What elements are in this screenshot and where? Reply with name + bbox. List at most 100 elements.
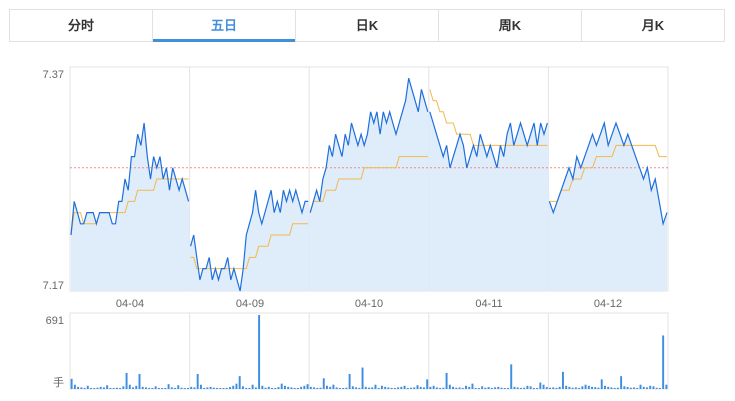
volume-bar xyxy=(144,387,147,389)
volume-bar xyxy=(109,387,112,389)
price-line xyxy=(70,122,190,236)
price-line xyxy=(190,187,309,292)
volume-bar xyxy=(523,387,526,389)
period-tabs: 分时 五日 日K 周K 月K xyxy=(9,9,725,42)
volume-bar xyxy=(212,387,215,389)
volume-bar xyxy=(332,384,335,389)
volume-bar xyxy=(435,387,438,389)
volume-grid xyxy=(189,313,549,389)
volume-bar xyxy=(471,383,474,389)
volume-bar xyxy=(83,387,86,389)
price-lines xyxy=(70,78,668,292)
volume-bar xyxy=(607,386,610,389)
volume-bar xyxy=(280,383,283,389)
volume-bar xyxy=(597,387,600,389)
volume-bar xyxy=(623,386,626,389)
volume-bar xyxy=(86,385,89,389)
volume-bar xyxy=(510,364,513,389)
volume-bar xyxy=(539,382,542,389)
volume-bar xyxy=(610,387,613,389)
volume-bar xyxy=(639,384,642,389)
tab-daily-k[interactable]: 日K xyxy=(296,10,439,41)
volume-bar xyxy=(416,385,419,389)
volume-bar xyxy=(513,386,516,389)
volume-bar xyxy=(364,386,367,389)
volume-bar xyxy=(529,386,532,389)
volume-bar xyxy=(138,374,141,389)
volume-bar xyxy=(561,371,564,389)
volume-bar xyxy=(578,387,581,389)
day-label: 04-10 xyxy=(355,298,383,310)
volume-bar xyxy=(549,387,551,389)
volume-bar xyxy=(371,387,374,389)
volume-bar xyxy=(283,385,286,389)
volume-bar xyxy=(115,387,118,389)
volume-bar xyxy=(361,367,364,389)
volume-bar xyxy=(338,387,341,389)
price-area xyxy=(71,78,667,291)
volume-bar xyxy=(377,387,380,389)
volume-bar xyxy=(490,387,493,389)
tab-weekly-k[interactable]: 周K xyxy=(439,10,582,41)
volume-bar xyxy=(170,387,173,389)
volume-bar xyxy=(406,387,409,389)
volume-bar xyxy=(196,374,199,389)
volume-bar xyxy=(448,384,451,389)
volume-bar xyxy=(565,385,568,389)
volume-bar xyxy=(426,379,429,389)
volume-bar xyxy=(481,386,484,389)
volume-bar xyxy=(419,386,422,389)
volume-bar xyxy=(665,384,668,389)
volume-bar xyxy=(403,385,406,389)
day-label: 04-12 xyxy=(594,298,622,310)
volume-bar xyxy=(251,384,254,389)
volume-bar xyxy=(319,387,322,389)
day-label: 04-09 xyxy=(236,298,264,310)
volume-bar xyxy=(277,387,280,389)
volume-bar xyxy=(368,387,370,389)
volume-bar xyxy=(125,372,128,389)
volume-bar xyxy=(581,386,584,389)
day-label: 04-04 xyxy=(116,298,144,310)
volume-bar xyxy=(274,388,277,389)
volume-bar xyxy=(571,387,574,389)
volume-bar xyxy=(587,385,590,389)
volume-bar xyxy=(477,388,480,389)
volume-bar xyxy=(112,388,115,389)
volume-bar xyxy=(132,387,134,389)
volume-bar xyxy=(209,386,212,389)
volume-bar xyxy=(358,387,361,389)
volume-bar xyxy=(662,335,665,389)
volume-bar xyxy=(429,386,432,389)
volume-bar xyxy=(387,387,390,389)
tab-monthly-k[interactable]: 月K xyxy=(641,18,665,33)
volume-bar xyxy=(271,387,273,389)
volume-bar xyxy=(193,387,196,389)
y-min-label: 7.17 xyxy=(43,280,64,292)
volume-bar xyxy=(393,388,396,389)
volume-bar xyxy=(600,379,603,389)
volume-bar xyxy=(519,387,522,389)
tab-five-day[interactable]: 五日 xyxy=(153,10,296,42)
volume-bar xyxy=(245,387,248,389)
volume-bar xyxy=(516,387,519,389)
volume-bar xyxy=(316,387,319,389)
volume-bar xyxy=(574,387,577,389)
volume-bar xyxy=(348,374,351,389)
volume-bar xyxy=(106,385,109,389)
volume-bar xyxy=(93,388,96,389)
volume-bar xyxy=(206,387,209,389)
volume-bar xyxy=(293,387,296,389)
volume-bar xyxy=(99,386,102,389)
price-panel: 7.37 7.17 04-04 04-09 04-10 04-11 04-12 xyxy=(43,66,669,310)
volume-bar xyxy=(497,386,500,389)
volume-bar xyxy=(646,387,648,389)
volume-bar xyxy=(222,388,225,389)
volume-bar xyxy=(532,387,535,389)
volume-bar xyxy=(335,387,338,389)
volume-bar xyxy=(400,386,403,389)
tab-intraday[interactable]: 分时 xyxy=(10,10,153,41)
volume-bar xyxy=(355,387,358,389)
volume-bar xyxy=(70,378,73,389)
